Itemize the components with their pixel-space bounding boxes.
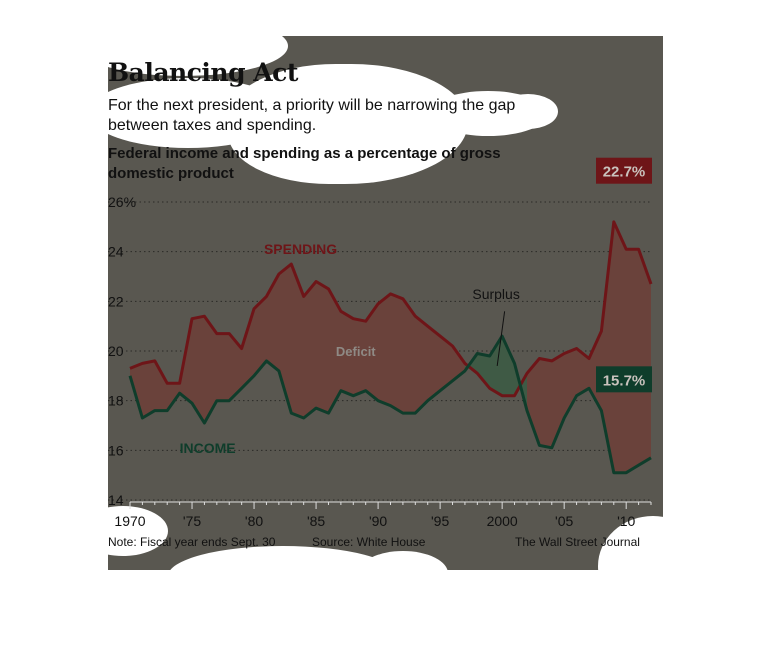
chart-panel: Balancing Act For the next president, a … [108, 36, 663, 570]
chart: 14 16 18 20 22 24 26% 1970 '75 '80 '85 '90 '95 2000 '0… [108, 157, 653, 529]
x-tick-label: '90 [369, 513, 387, 529]
y-tick-label: 24 [108, 244, 124, 260]
surplus-pointer [496, 311, 506, 366]
income-line [128, 334, 652, 475]
x-tick-label: 2000 [487, 513, 518, 529]
surplus-label: Surplus [472, 286, 519, 302]
y-tick-label: 18 [108, 393, 124, 409]
series-label-spending: SPENDING [264, 241, 337, 257]
credit-note: The Wall Street Journal [515, 535, 640, 549]
x-tick-label: '95 [431, 513, 449, 529]
y-tick-label: 20 [108, 343, 124, 359]
x-tick-label: '75 [183, 513, 201, 529]
decor-blob [498, 94, 558, 129]
footnote: Note: Fiscal year ends Sept. 30 [108, 535, 276, 549]
y-tick-label: 16 [108, 442, 124, 458]
x-tick-label: '85 [307, 513, 325, 529]
spending-line [129, 220, 653, 398]
spending-end-value-label: 22.7% [603, 164, 646, 181]
decor-blob [358, 551, 448, 570]
page-subtitle: For the next president, a priority will … [108, 97, 516, 134]
deficit-label: Deficit [336, 344, 376, 359]
x-tick-label: '05 [555, 513, 573, 529]
y-tick-label: 26% [108, 194, 136, 210]
deficit-area [130, 221, 651, 473]
decor-blob [108, 78, 288, 148]
income-end-value-box [596, 366, 652, 393]
series-label-income: INCOME [180, 440, 236, 456]
income-end-value-label: 15.7% [603, 372, 646, 389]
x-tick-label: 1970 [114, 513, 145, 529]
chart-title: Federal income and spending as a percent… [108, 145, 501, 182]
page-title: Balancing Act [108, 58, 298, 87]
source-note: Source: White House [312, 535, 426, 549]
spending-end-value-box [596, 157, 652, 184]
x-tick-label: '10 [617, 513, 635, 529]
y-tick-label: 14 [108, 492, 124, 508]
y-tick-label: 22 [108, 293, 124, 309]
x-tick-label: '80 [245, 513, 263, 529]
